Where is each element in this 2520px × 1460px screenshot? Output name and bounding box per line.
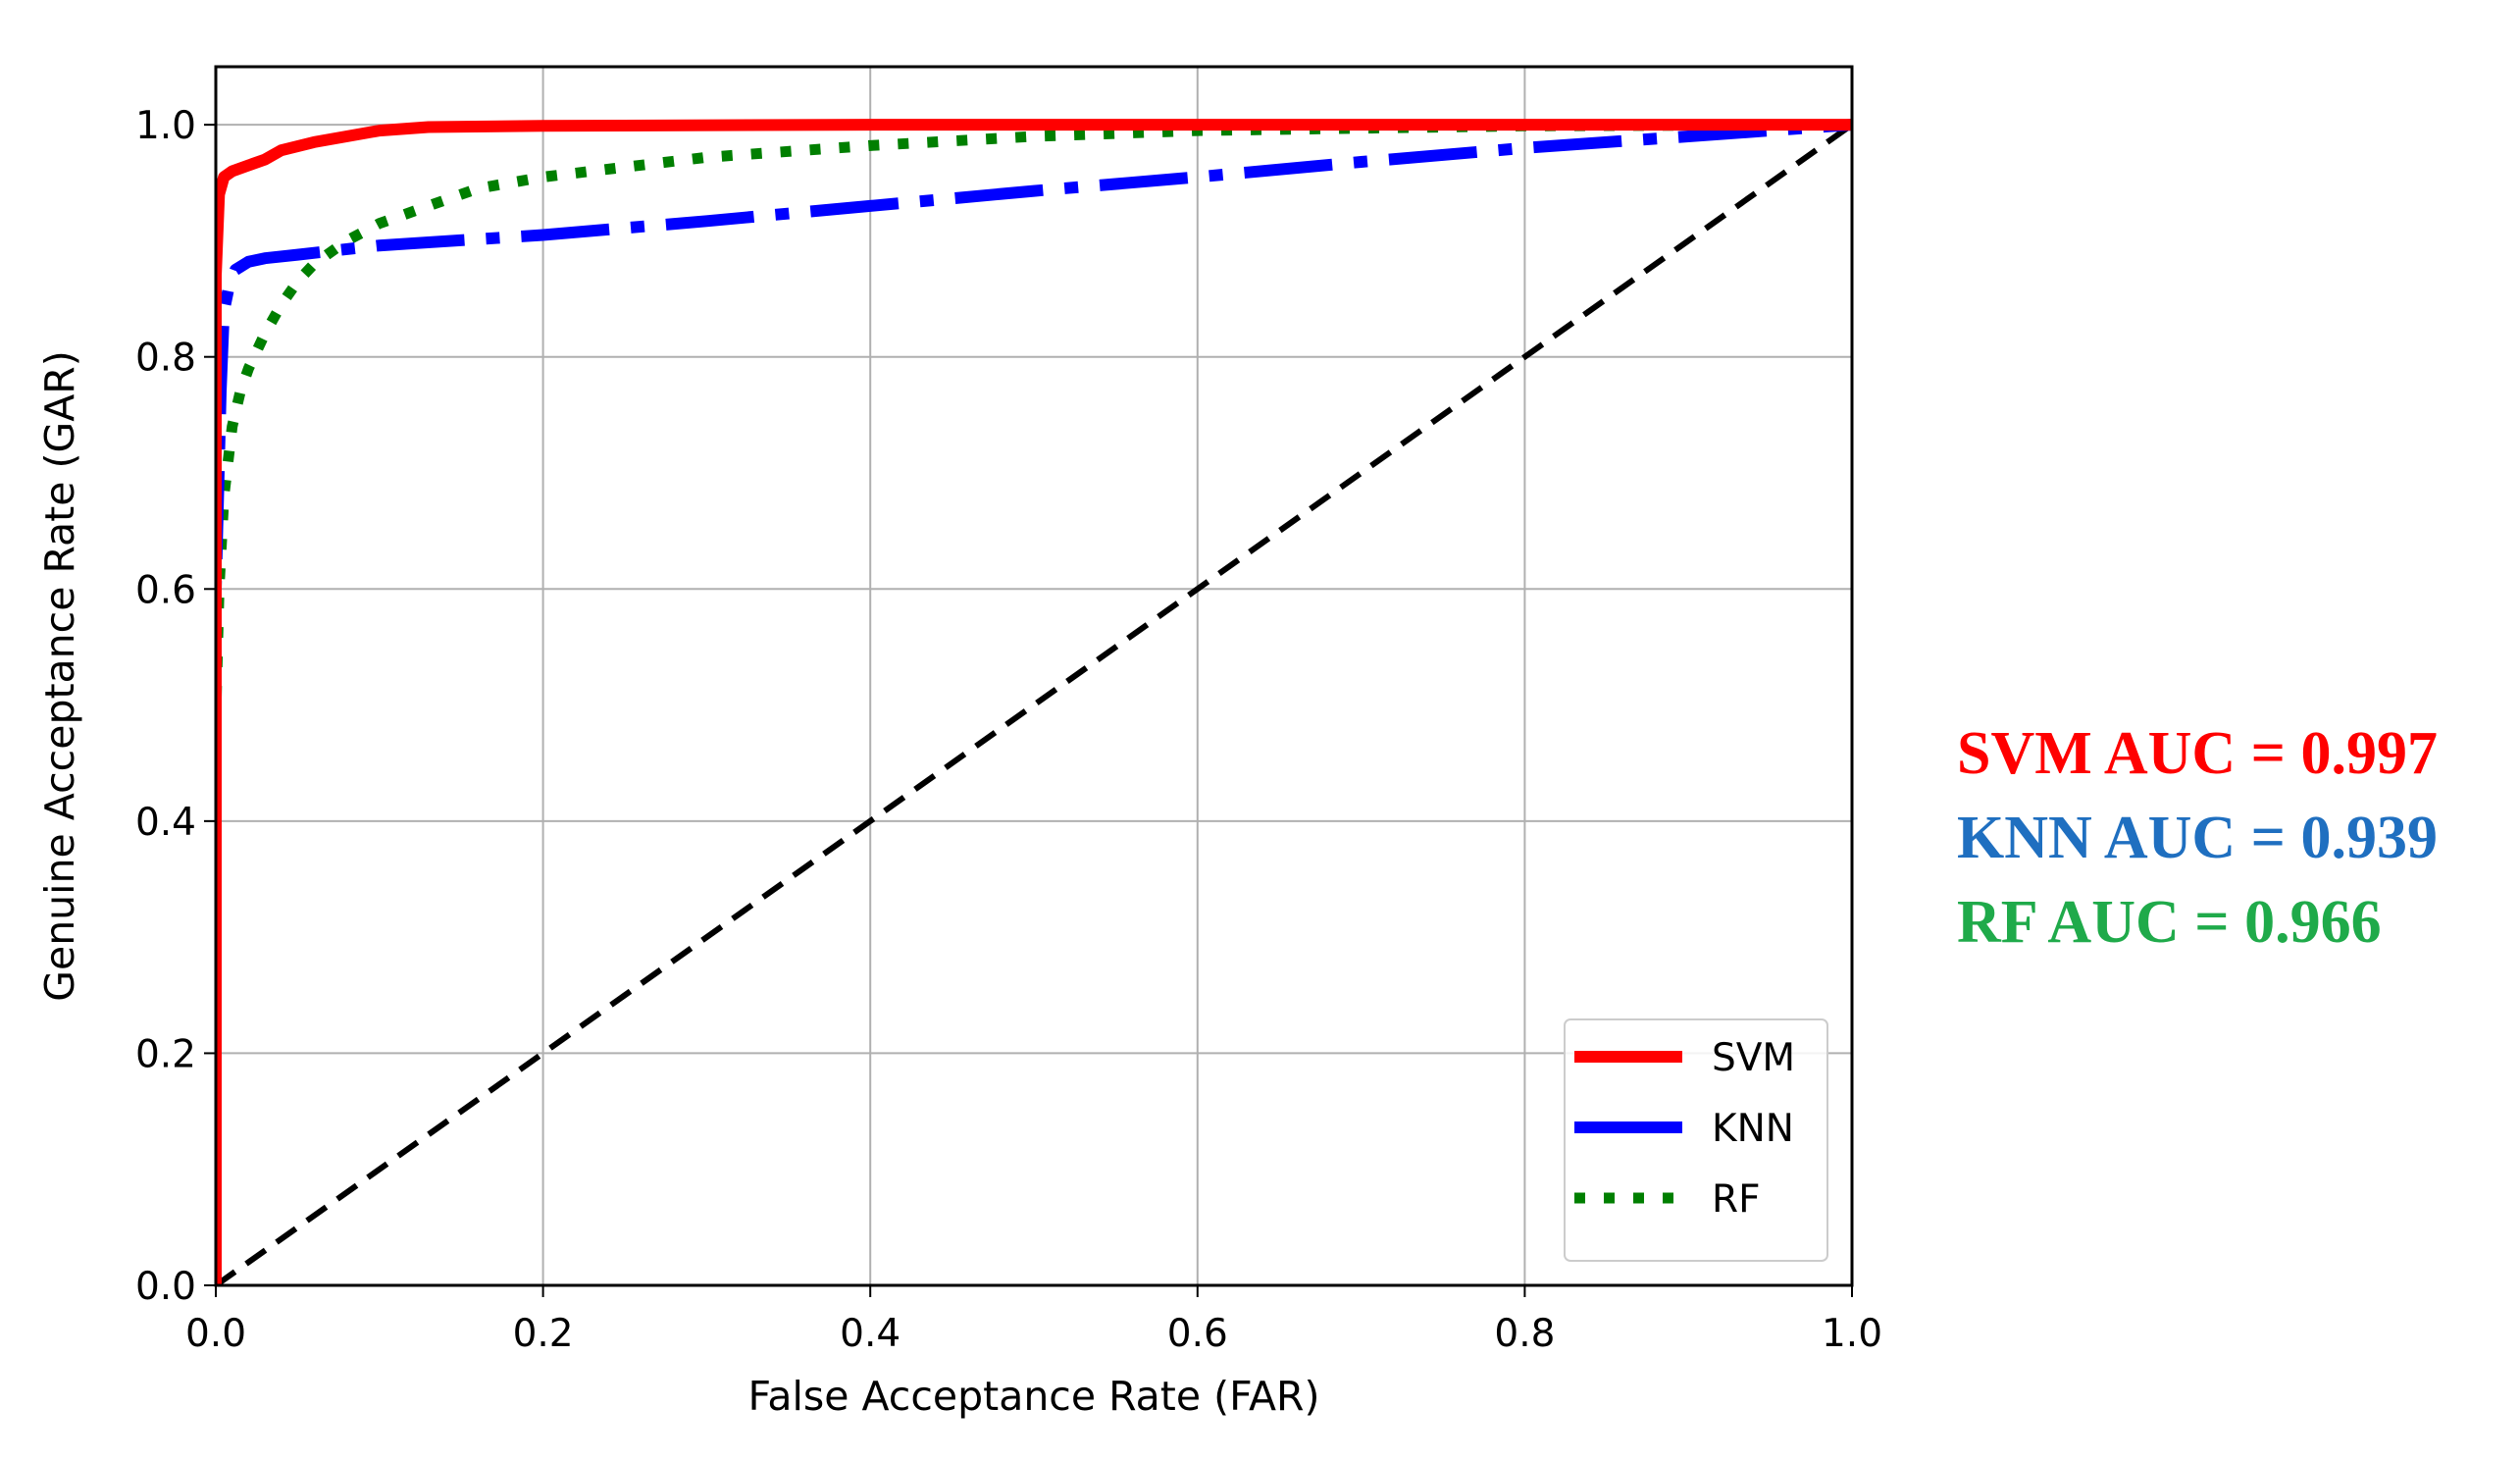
y-tick-label: 0.4 bbox=[135, 801, 196, 845]
y-tick-label: 0.6 bbox=[135, 568, 196, 612]
svm-roc-line bbox=[216, 119, 1852, 1285]
legend-box bbox=[1564, 1018, 1828, 1262]
x-tick-label: 0.2 bbox=[513, 1312, 574, 1356]
x-axis-label: False Acceptance Rate (FAR) bbox=[748, 1373, 1320, 1420]
legend-label-knn: KNN bbox=[1712, 1107, 1794, 1151]
x-tick-label: 0.6 bbox=[1167, 1312, 1228, 1356]
y-tick-label: 0.2 bbox=[135, 1032, 196, 1076]
y-tick-label: 0.0 bbox=[135, 1265, 196, 1309]
rf-roc-line bbox=[216, 119, 1852, 1285]
auc-annotations: SVM AUC = 0.997 KNN AUC = 0.939 RF AUC =… bbox=[1957, 711, 2438, 965]
axis-ticks: 0.0 0.2 0.4 0.6 0.8 1.0 0.0 0.2 0.4 0.6 0.8 1.0 bbox=[135, 104, 1882, 1356]
x-tick-label: 0.4 bbox=[840, 1312, 900, 1356]
rf-auc-label: RF AUC = 0.966 bbox=[1957, 889, 2382, 956]
x-tick-label: 0.8 bbox=[1494, 1312, 1555, 1356]
y-tick-label: 0.8 bbox=[135, 337, 196, 381]
y-axis-label: Genuine Acceptance Rate (GAR) bbox=[36, 350, 83, 1002]
axes-frame bbox=[214, 65, 1854, 1287]
legend: SVM KNN RF bbox=[1564, 1018, 1828, 1262]
knn-auc-label: KNN AUC = 0.939 bbox=[1957, 805, 2439, 871]
x-tick-label: 0.0 bbox=[185, 1312, 246, 1356]
legend-label-svm: SVM bbox=[1712, 1036, 1795, 1080]
svm-auc-label: SVM AUC = 0.997 bbox=[1957, 720, 2439, 787]
legend-label-rf: RF bbox=[1712, 1177, 1761, 1222]
knn-roc-line bbox=[216, 119, 1852, 1285]
x-tick-label: 1.0 bbox=[1822, 1312, 1882, 1356]
y-tick-label: 1.0 bbox=[135, 104, 196, 148]
series-lines bbox=[216, 119, 1852, 1285]
